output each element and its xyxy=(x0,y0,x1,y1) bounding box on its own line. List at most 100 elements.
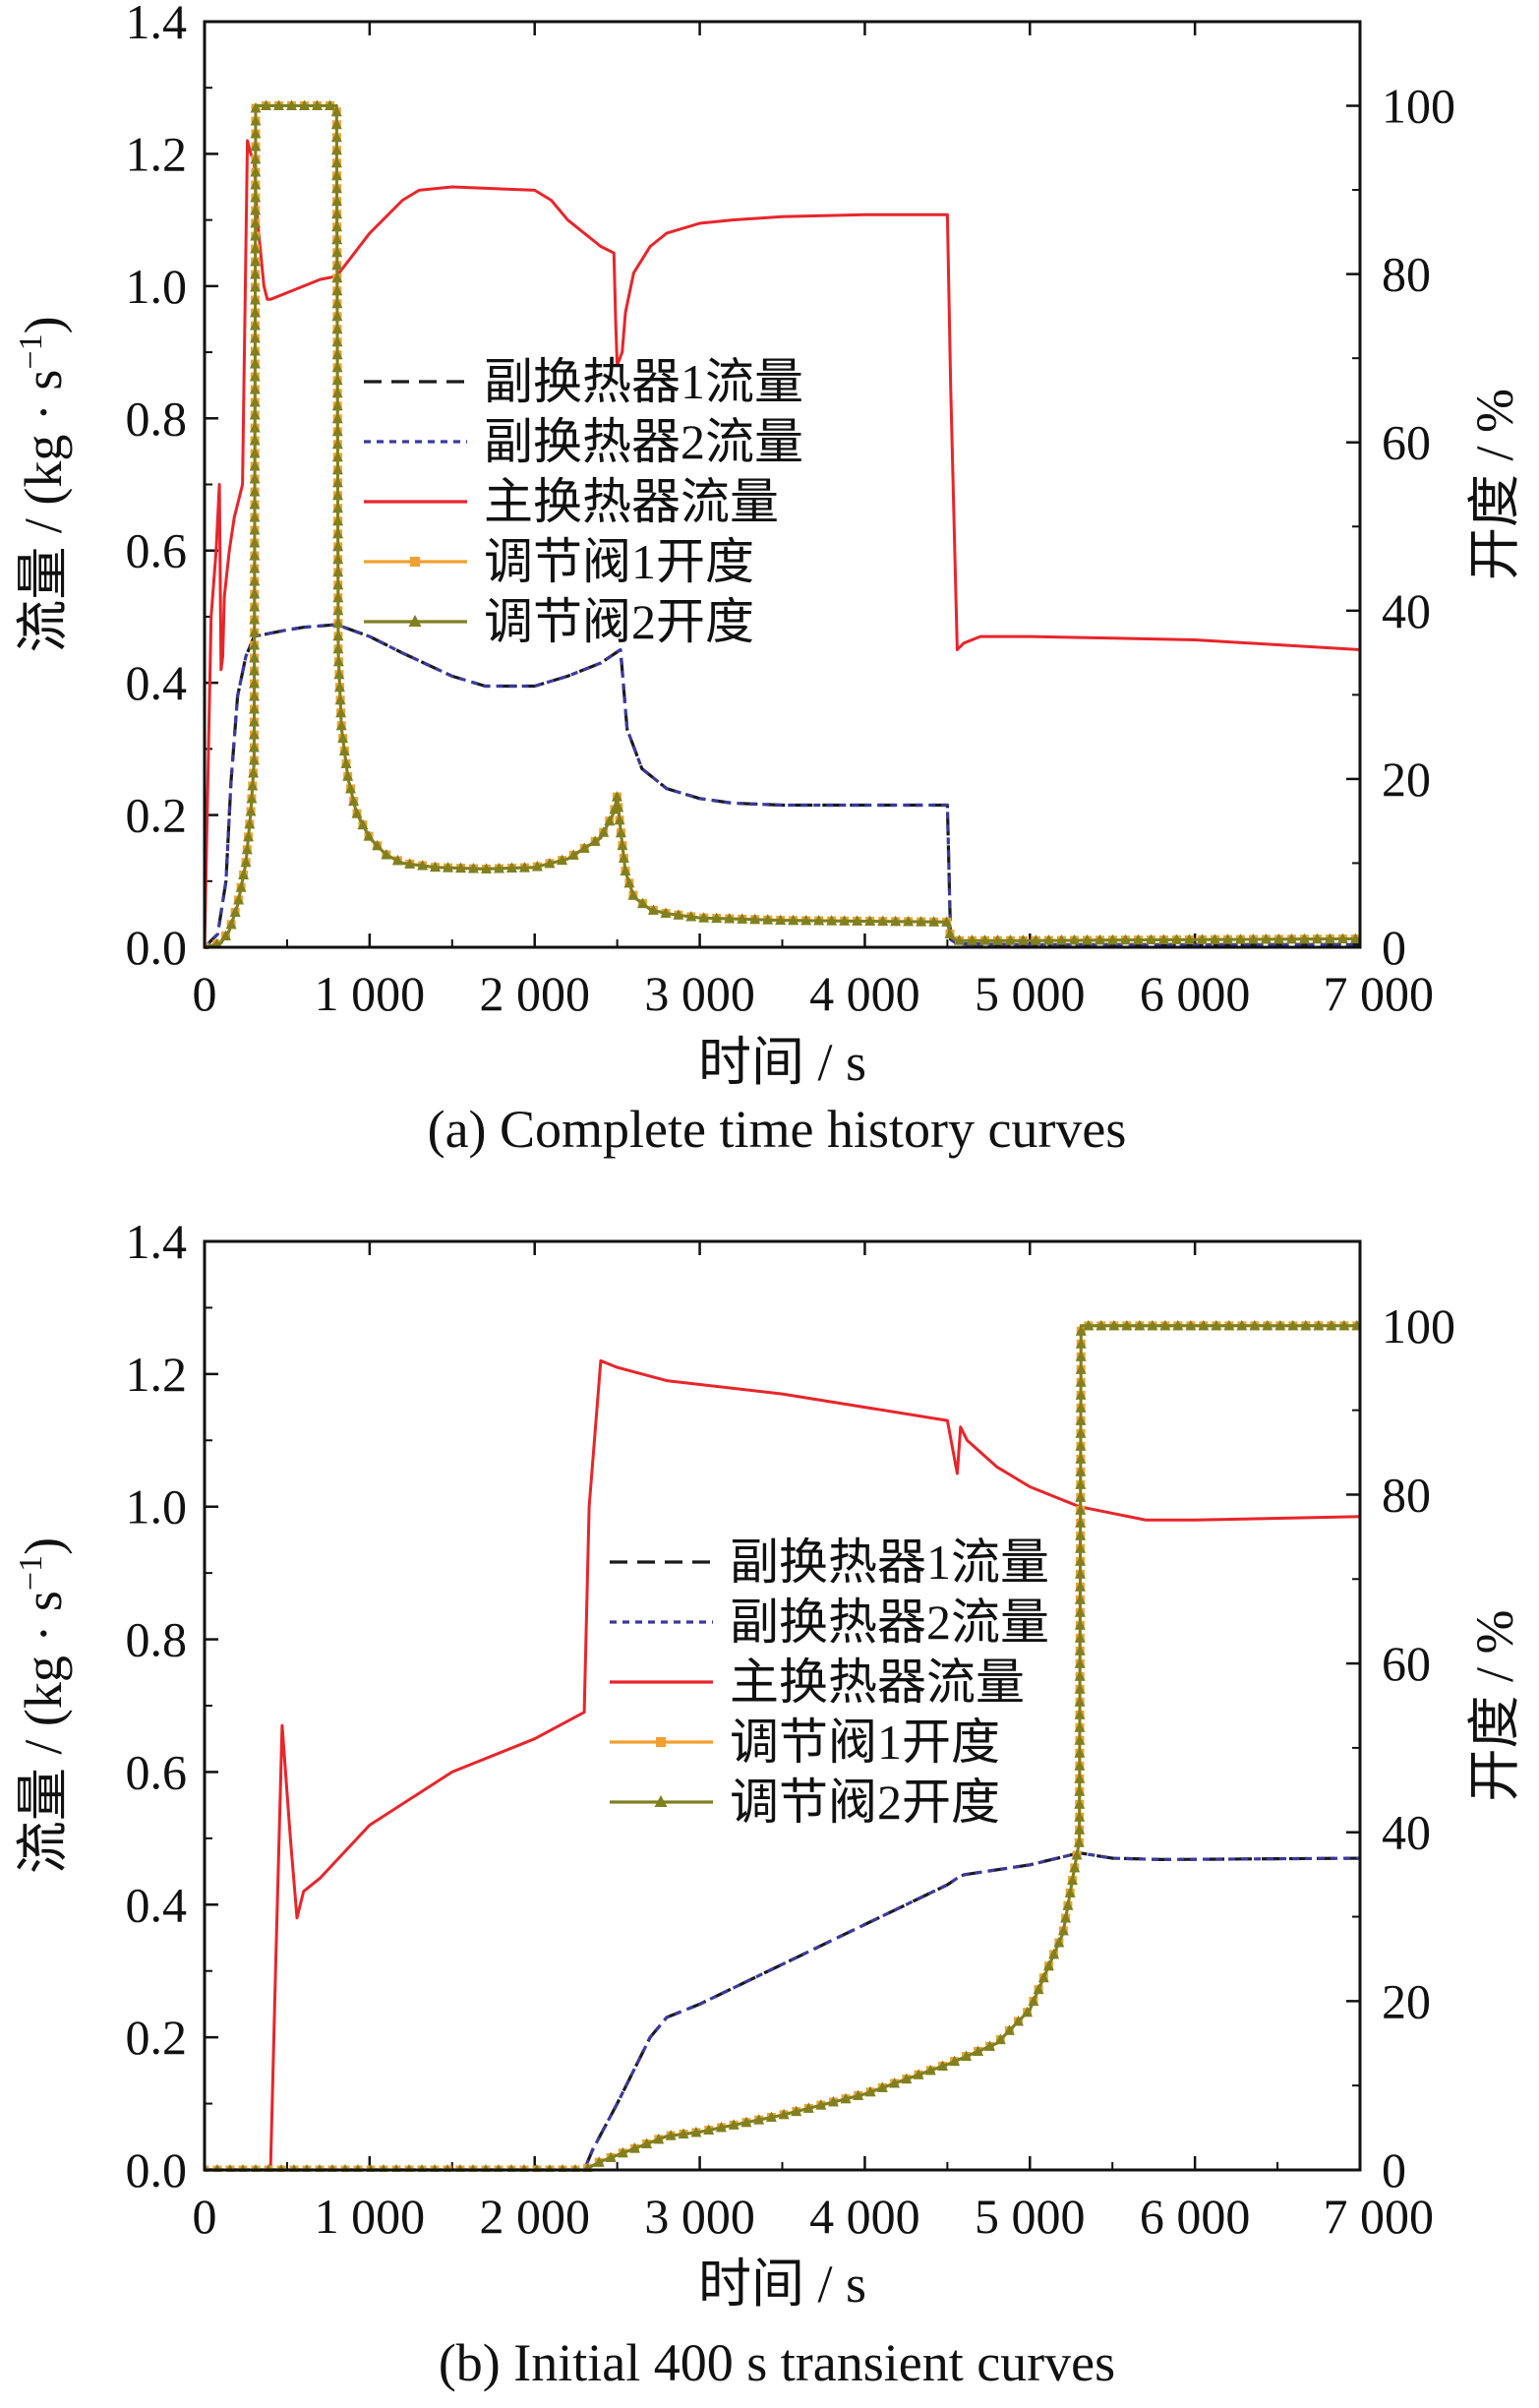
y-tick-label: 1.0 xyxy=(126,259,188,314)
marker-triangle xyxy=(334,693,346,705)
marker-triangle xyxy=(1075,1351,1087,1361)
marker-triangle xyxy=(330,118,342,130)
marker-triangle xyxy=(240,856,252,868)
marker-triangle xyxy=(330,144,342,155)
marker-triangle xyxy=(330,105,342,117)
marker-triangle xyxy=(225,918,237,930)
marker-triangle xyxy=(332,591,344,603)
marker-triangle xyxy=(1336,933,1348,944)
y-tick-label: 0.0 xyxy=(126,2142,188,2197)
marker-triangle xyxy=(331,463,343,475)
marker-triangle xyxy=(775,914,787,926)
marker-triangle xyxy=(331,246,343,258)
marker-triangle xyxy=(665,2130,677,2140)
marker-triangle xyxy=(247,780,259,791)
y-axis-label-main: 流量 / (kg · s xyxy=(14,370,73,653)
marker-triangle xyxy=(480,863,492,873)
marker-triangle xyxy=(864,2085,876,2097)
marker-triangle xyxy=(505,862,517,873)
marker-triangle xyxy=(249,652,261,663)
marker-triangle xyxy=(1022,2006,1034,2017)
marker-triangle xyxy=(1211,1319,1222,1331)
marker-triangle xyxy=(660,907,672,919)
marker-triangle xyxy=(1247,933,1259,944)
marker-triangle xyxy=(229,906,241,918)
marker-triangle xyxy=(249,358,261,369)
y2-tick-label: 60 xyxy=(1382,1636,1431,1691)
y2-tick-label: 60 xyxy=(1382,415,1431,470)
marker-triangle xyxy=(1074,1785,1086,1796)
marker-triangle xyxy=(690,2126,702,2137)
marker-triangle xyxy=(1074,1824,1086,1835)
marker-triangle xyxy=(248,742,260,752)
marker-triangle xyxy=(331,271,343,283)
marker-triangle xyxy=(1349,933,1360,943)
marker-triangle xyxy=(249,371,261,382)
marker-triangle xyxy=(1074,1632,1086,1643)
marker-triangle xyxy=(332,514,344,526)
marker-triangle xyxy=(815,2099,827,2110)
marker-triangle xyxy=(620,865,631,875)
marker-triangle xyxy=(335,719,347,731)
marker-triangle xyxy=(1057,1924,1069,1936)
marker-triangle xyxy=(331,348,343,360)
legend-label-1: 副换热器1流量 xyxy=(730,1535,1049,1590)
marker-triangle xyxy=(1236,1319,1248,1331)
marker-triangle xyxy=(332,642,344,654)
marker-triangle xyxy=(826,915,838,926)
y-tick-label: 0.2 xyxy=(126,2010,188,2065)
x-tick-label: 7 000 xyxy=(1324,2189,1435,2244)
marker-triangle xyxy=(876,2081,888,2092)
y2-tick-label: 100 xyxy=(1382,1298,1455,1354)
marker-triangle xyxy=(1260,933,1272,944)
y2-tick-label: 40 xyxy=(1382,583,1431,638)
marker-triangle xyxy=(531,861,543,872)
marker-triangle xyxy=(312,99,324,111)
marker-triangle xyxy=(331,399,343,411)
marker-triangle xyxy=(1004,934,1016,945)
marker-triangle xyxy=(949,2055,961,2067)
y-tick-label: 0.8 xyxy=(126,1612,188,1667)
marker-triangle xyxy=(901,2073,913,2084)
markers-5 xyxy=(205,99,1360,949)
x-tick-label: 2 000 xyxy=(479,966,590,1021)
marker-triangle xyxy=(331,489,343,501)
marker-triangle xyxy=(1003,2024,1015,2035)
marker-triangle xyxy=(243,830,255,842)
y-tick-label: 1.4 xyxy=(126,1214,188,1269)
marker-triangle xyxy=(1081,933,1093,945)
marker-triangle xyxy=(241,843,253,855)
marker-triangle xyxy=(598,826,610,837)
marker-triangle xyxy=(233,893,245,905)
marker-triangle xyxy=(593,2156,605,2167)
marker-triangle xyxy=(840,2092,852,2104)
marker-triangle xyxy=(1198,1319,1210,1331)
y-axis-label: 流量 / (kg · s−1) xyxy=(13,1537,73,1874)
marker-triangle xyxy=(1033,1983,1044,1995)
marker-triangle xyxy=(250,205,262,215)
marker-triangle xyxy=(1172,1319,1184,1331)
x-axis-label: 时间 / s xyxy=(698,2255,866,2314)
legend-marker-triangle xyxy=(654,1795,668,1807)
marker-triangle xyxy=(1300,1319,1312,1331)
marker-triangle xyxy=(1075,1555,1087,1566)
marker-triangle xyxy=(250,281,262,292)
marker-triangle xyxy=(331,476,343,488)
marker-triangle xyxy=(1075,1325,1087,1336)
marker-triangle xyxy=(357,818,369,830)
marker-triangle xyxy=(331,259,343,271)
y2-tick-label: 20 xyxy=(1382,1973,1431,2028)
marker-triangle xyxy=(1313,1319,1325,1331)
y-tick-label: 0.6 xyxy=(126,523,188,578)
marker-triangle xyxy=(1075,1427,1087,1438)
marker-triangle xyxy=(614,813,625,825)
marker-triangle xyxy=(249,588,261,599)
marker-triangle xyxy=(249,601,261,612)
marker-triangle xyxy=(342,770,354,781)
marker-triangle xyxy=(381,848,392,860)
marker-triangle xyxy=(778,2108,790,2120)
marker-triangle xyxy=(711,912,723,924)
marker-triangle xyxy=(250,102,262,113)
marker-triangle xyxy=(953,934,965,945)
